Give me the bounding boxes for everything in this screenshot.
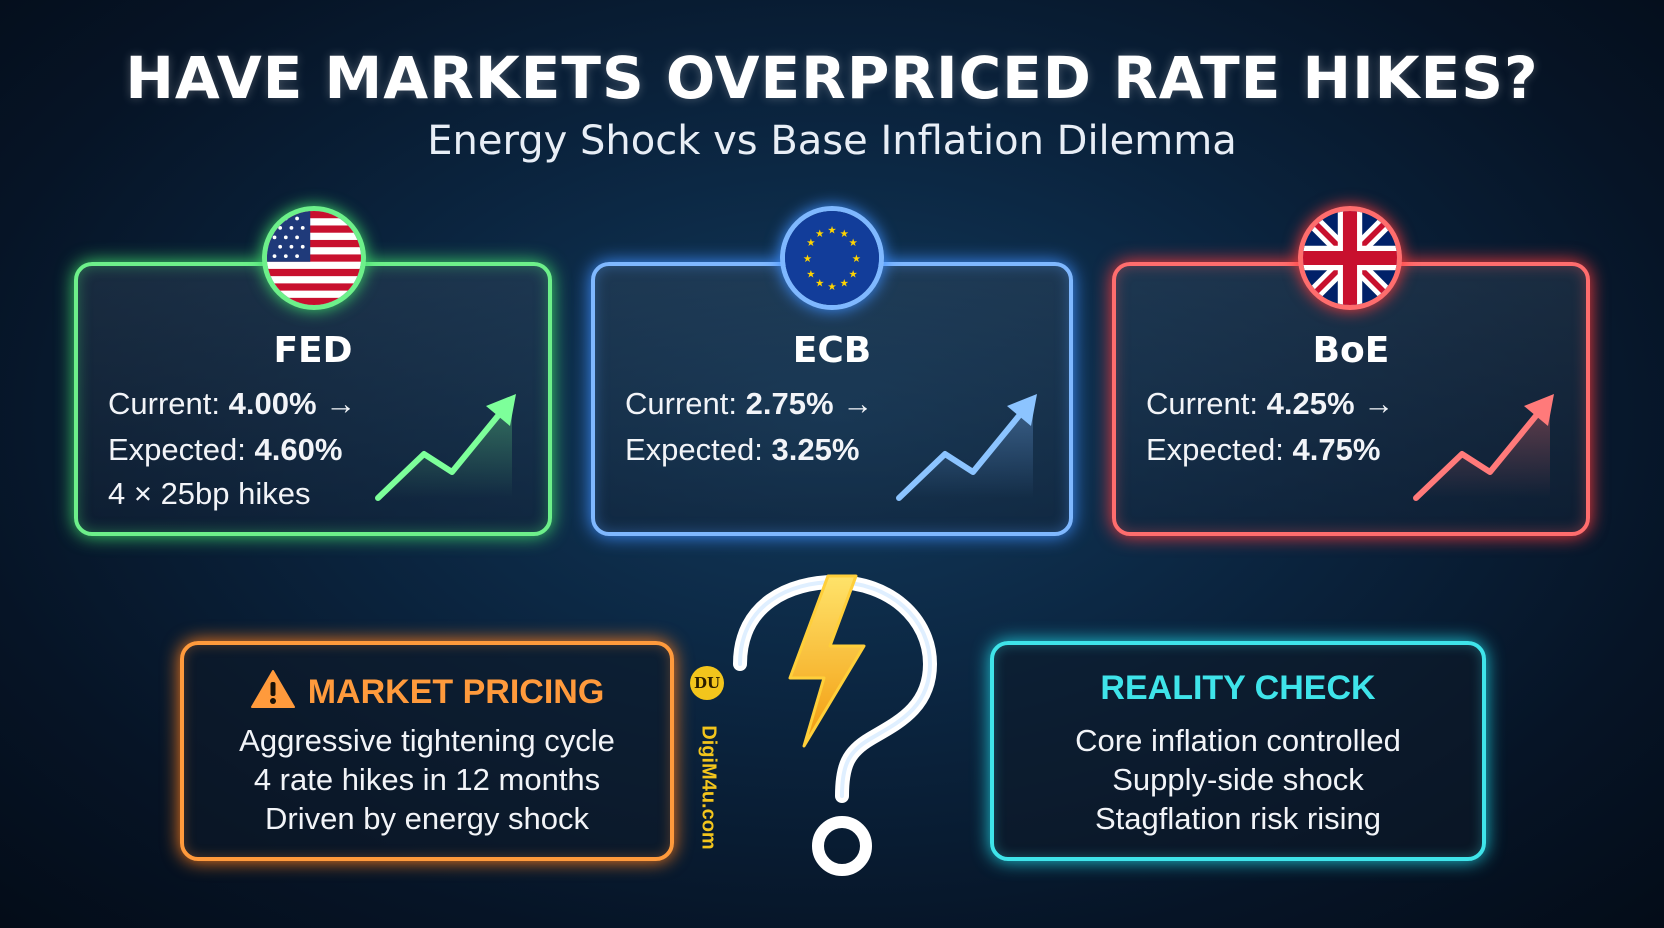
page-subtitle: Energy Shock vs Base Inflation Dilemma bbox=[427, 118, 1237, 164]
svg-text:★: ★ bbox=[806, 237, 815, 249]
warning-icon bbox=[250, 670, 295, 708]
svg-text:★: ★ bbox=[852, 253, 861, 265]
svg-text:★: ★ bbox=[827, 225, 836, 237]
watermark-logo: DU bbox=[690, 666, 724, 700]
expected-rate: Expected: 4.75% bbox=[1146, 432, 1381, 467]
reality-check-panel: REALITY CHECK Core inflation controlled … bbox=[990, 641, 1486, 861]
market-pricing-panel: MARKET PRICING Aggressive tightening cyc… bbox=[180, 641, 674, 861]
uk-flag-icon bbox=[1298, 206, 1402, 310]
current-rate: Current: 4.00% → bbox=[108, 386, 357, 421]
ecb-card: ECB Current: 2.75% → Expected: 3.25% bbox=[591, 262, 1073, 536]
bank-name: ECB bbox=[792, 330, 872, 371]
watermark-text: DigiM4u.com bbox=[697, 725, 720, 850]
svg-text:★: ★ bbox=[840, 228, 849, 240]
svg-text:★: ★ bbox=[849, 269, 858, 281]
trend-up-icon bbox=[1413, 394, 1554, 501]
reality-check-heading: REALITY CHECK bbox=[1100, 669, 1376, 707]
svg-text:★: ★ bbox=[803, 253, 812, 265]
svg-text:★: ★ bbox=[806, 269, 815, 281]
page-title: HAVE MARKETS OVERPRICED RATE HIKES? bbox=[125, 44, 1539, 112]
market-line: Driven by energy shock bbox=[265, 801, 589, 836]
hike-note: 4 × 25bp hikes bbox=[108, 476, 311, 511]
reality-line: Core inflation controlled bbox=[1075, 723, 1401, 758]
svg-text:★: ★ bbox=[840, 278, 849, 290]
market-line: Aggressive tightening cycle bbox=[239, 723, 615, 758]
trend-up-icon bbox=[375, 394, 516, 501]
market-line: 4 rate hikes in 12 months bbox=[253, 762, 601, 797]
expected-rate: Expected: 4.60% bbox=[108, 432, 343, 467]
current-rate: Current: 2.75% → bbox=[625, 386, 874, 421]
bank-name: BoE bbox=[1312, 330, 1390, 371]
reality-line: Stagflation risk rising bbox=[1094, 801, 1381, 836]
svg-text:★: ★ bbox=[849, 237, 858, 249]
market-pricing-heading: MARKET PRICING bbox=[184, 669, 670, 712]
trend-up-icon bbox=[896, 394, 1037, 501]
question-lightning-icon bbox=[733, 574, 938, 876]
bank-name: FED bbox=[273, 330, 353, 371]
svg-text:★: ★ bbox=[827, 281, 836, 293]
svg-text:★: ★ bbox=[815, 278, 824, 290]
expected-rate: Expected: 3.25% bbox=[625, 432, 860, 467]
current-rate: Current: 4.25% → bbox=[1146, 386, 1395, 421]
reality-line: Supply-side shock bbox=[1112, 762, 1364, 797]
eu-flag-icon: ★ ★ ★ ★ ★ ★ ★ ★ ★ ★ ★ ★ bbox=[780, 206, 884, 310]
us-flag-icon bbox=[262, 206, 366, 310]
svg-text:★: ★ bbox=[815, 228, 824, 240]
watermark: DU DigiM4u.com bbox=[688, 666, 728, 866]
